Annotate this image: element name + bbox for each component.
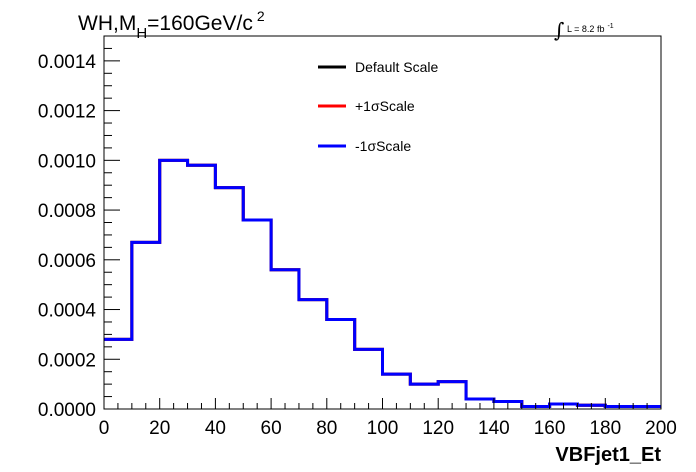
legend-label-default-scale: Default Scale	[355, 59, 438, 75]
x-tick-label: 60	[261, 418, 282, 439]
luminosity-label: L = 8.2 fb -1	[567, 23, 614, 34]
y-tick-label: 0.0008	[38, 201, 96, 222]
luminosity-text: L = 8.2 fb	[567, 24, 604, 34]
x-tick-label: 140	[478, 418, 510, 439]
x-tick-label: 20	[149, 418, 170, 439]
y-tick-label: 0.0002	[38, 350, 96, 371]
x-tick-label: 80	[316, 418, 337, 439]
legend-label-plus-sigma-scale: +1σScale	[355, 98, 415, 114]
title-main: WH,M	[78, 12, 136, 35]
luminosity-integral: ∫	[554, 18, 564, 42]
x-tick-label: 120	[422, 418, 454, 439]
legend-label-minus-sigma-scale: -1σScale	[355, 138, 411, 154]
title-superscript: 2	[257, 8, 265, 24]
x-tick-label: 100	[367, 418, 399, 439]
chart-title: WH,MH=160GeV/c 2	[78, 8, 265, 42]
y-tick-label: 0.0014	[38, 52, 97, 73]
title-subscript: H	[136, 25, 147, 42]
x-tick-label: 180	[589, 418, 621, 439]
luminosity-superscript: -1	[607, 23, 613, 30]
y-tick-label: 0.0006	[38, 251, 96, 272]
y-tick-label: 0.0012	[38, 102, 96, 123]
x-tick-label: 200	[645, 418, 677, 439]
title-value: =160GeV/c	[147, 12, 253, 35]
x-axis-label: VBFjet1_Et	[555, 444, 661, 466]
y-tick-label: 0.0000	[38, 400, 96, 421]
x-tick-label: 160	[534, 418, 566, 439]
y-tick-label: 0.0010	[38, 151, 96, 172]
series-line-2	[104, 158, 661, 409]
x-tick-label: 40	[205, 418, 226, 439]
x-tick-label: 0	[99, 418, 110, 439]
axis-layer: 0 20 40 60 80 100 120 140 160 180 200 0.0000 0.0002 0…	[38, 35, 677, 439]
legend: Default Scale +1σScale -1σScale	[318, 59, 438, 154]
series-layer	[104, 158, 661, 409]
y-tick-label: 0.0004	[38, 301, 97, 322]
